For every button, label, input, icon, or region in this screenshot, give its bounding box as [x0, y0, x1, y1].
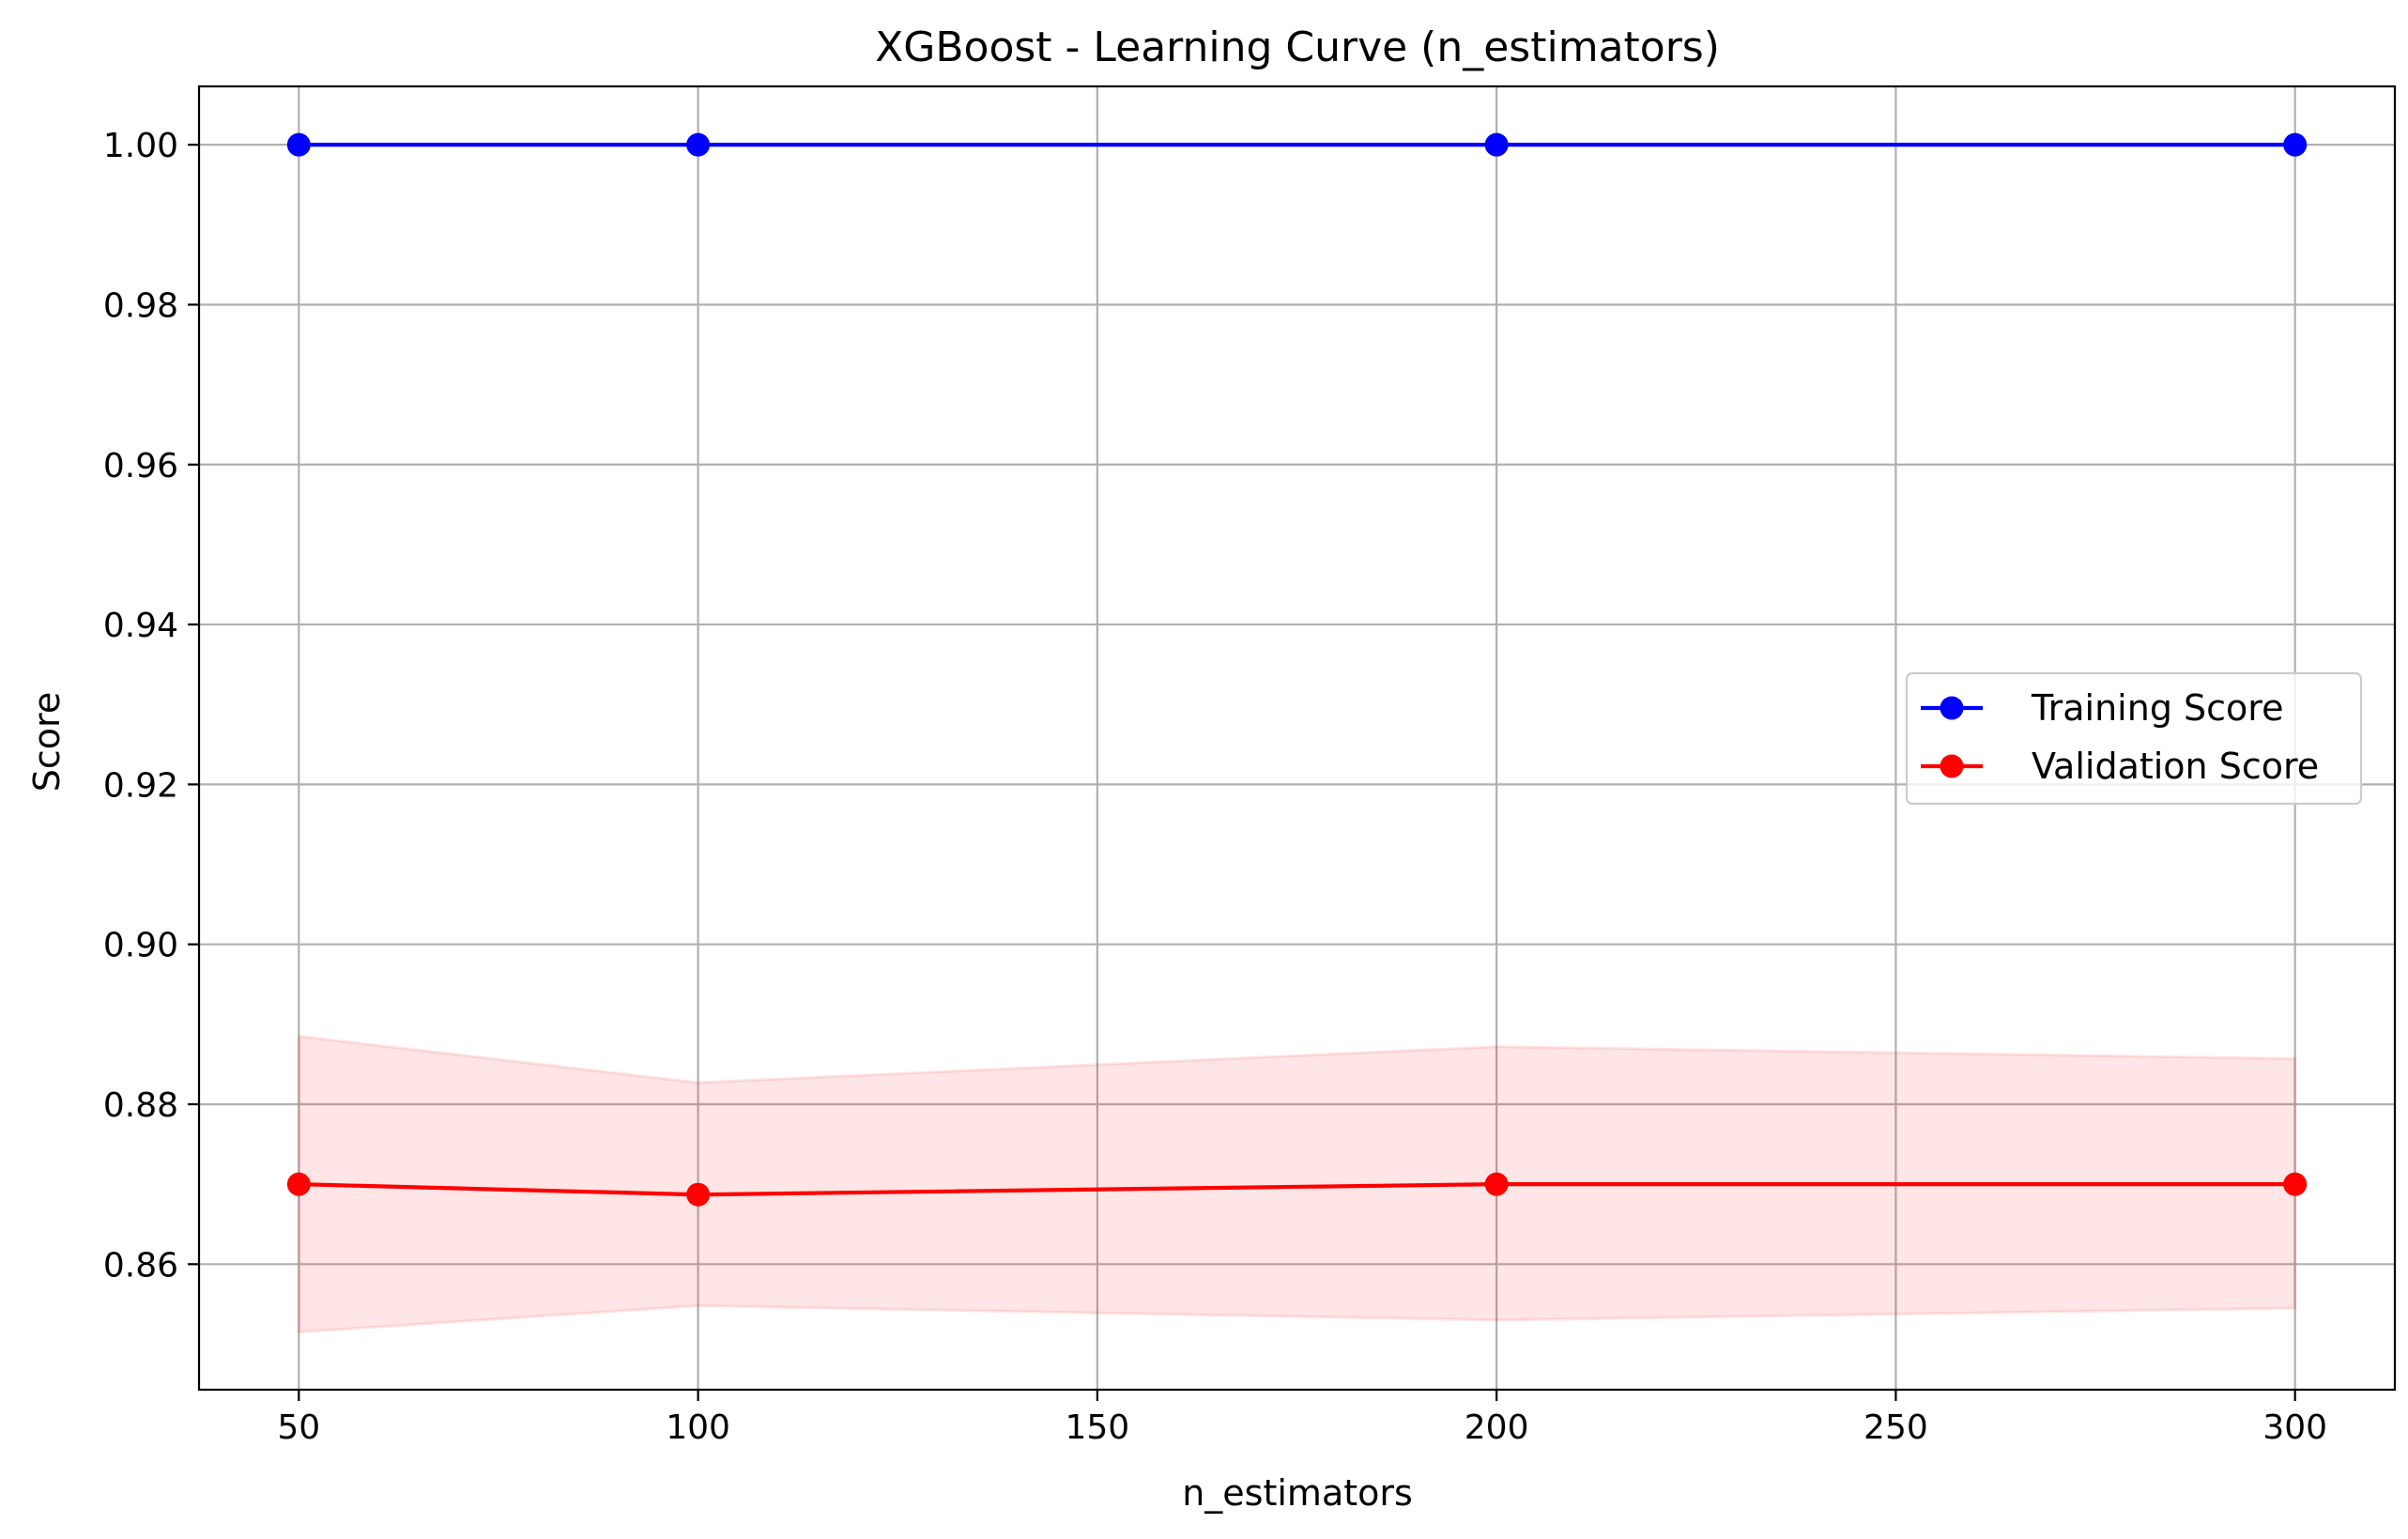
axis-ticks: 50 100 150 200 250 300 0.86 0.88 0.90 0.92 0.94 0.9…: [103, 127, 2327, 1447]
training-score-point: [286, 132, 311, 157]
y-tick-label: 1.00: [103, 127, 178, 165]
x-axis-label: n_estimators: [1182, 1472, 1413, 1514]
chart-title: XGBoost - Learning Curve (n_estimators): [875, 23, 1720, 71]
plot-frame: [197, 85, 2397, 1392]
validation-score-band: [297, 1034, 2297, 1334]
y-tick-label: 0.92: [103, 766, 178, 805]
confidence-bands: [297, 1034, 2297, 1334]
legend-training-score-label: Training Score: [2031, 687, 2283, 729]
y-tick-label: 0.90: [103, 927, 178, 965]
x-tick-label: 300: [2262, 1408, 2327, 1447]
legend-box: [1905, 671, 2363, 806]
validation-score-line: [299, 1182, 2295, 1197]
validation-score-point: [2283, 1172, 2308, 1196]
validation-score-point: [286, 1172, 311, 1196]
x-tick-label: 100: [666, 1408, 730, 1447]
x-tick-label: 150: [1066, 1408, 1130, 1447]
legend-validation-score-label: Validation Score: [2032, 746, 2319, 787]
y-tick-label: 0.96: [103, 447, 178, 485]
validation-score-point: [1484, 1172, 1509, 1196]
legend: Training Score Validation Score: [1905, 671, 2363, 806]
x-tick-label: 200: [1465, 1408, 1529, 1447]
validation-score-point: [686, 1182, 711, 1207]
y-tick-label: 0.98: [103, 286, 178, 325]
training-score-point: [686, 132, 711, 157]
legend-validation-score-marker: [1940, 754, 1964, 778]
x-tick-label: 50: [277, 1408, 320, 1447]
legend-training-score-marker: [1940, 696, 1964, 720]
y-tick-label: 0.86: [103, 1246, 178, 1285]
training-score-point: [1484, 132, 1509, 157]
x-tick-label: 250: [1864, 1408, 1928, 1447]
series-layer: [286, 132, 2308, 1207]
y-tick-label: 0.94: [103, 607, 178, 645]
y-tick-label: 0.88: [103, 1086, 178, 1125]
y-axis-label: Score: [26, 692, 68, 792]
training-score-point: [2283, 132, 2308, 157]
